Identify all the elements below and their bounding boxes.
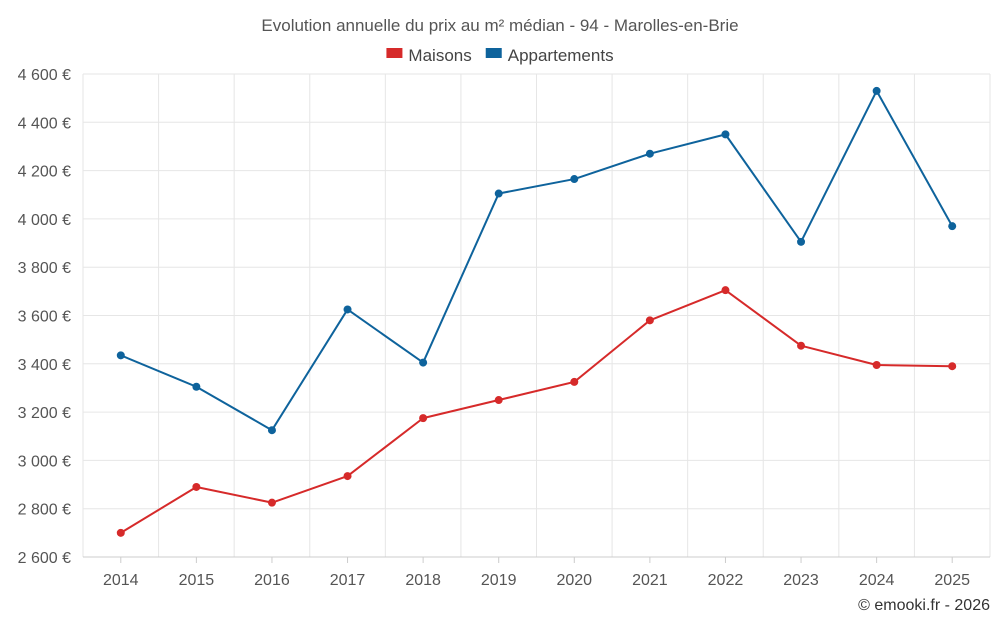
x-tick-label: 2021 (632, 572, 668, 589)
x-tick-label: 2023 (783, 572, 819, 589)
data-point-maisons (116, 528, 125, 537)
grid (82, 73, 991, 558)
data-point-appartements (721, 130, 730, 139)
data-point-maisons (192, 482, 201, 491)
data-point-maisons (948, 362, 957, 371)
data-point-appartements (494, 189, 503, 198)
y-tick-label: 3 200 € (18, 405, 71, 422)
x-tick-label: 2015 (179, 572, 215, 589)
y-tick-label: 2 600 € (18, 550, 71, 567)
y-tick-label: 2 800 € (18, 502, 71, 519)
data-point-appartements (570, 175, 579, 184)
legend-item-maisons[interactable]: Maisons (386, 46, 472, 65)
data-point-maisons (494, 396, 503, 405)
data-point-appartements (343, 305, 352, 314)
legend-item-appartements[interactable]: Appartements (485, 46, 614, 65)
data-point-maisons (343, 472, 352, 481)
data-point-maisons (872, 361, 881, 370)
data-point-appartements (948, 222, 957, 231)
y-tick-label: 4 000 € (18, 212, 71, 229)
credit-label: © emooki.fr - 2026 (858, 597, 990, 614)
data-point-maisons (267, 498, 276, 507)
series-layer (116, 86, 957, 537)
x-tick-label: 2016 (254, 572, 290, 589)
y-tick-label: 3 800 € (18, 260, 71, 277)
data-point-maisons (419, 414, 428, 423)
data-point-appartements (645, 149, 654, 158)
y-tick-label: 3 000 € (18, 453, 71, 470)
x-tick-label: 2024 (859, 572, 895, 589)
data-point-appartements (872, 86, 881, 95)
data-point-maisons (645, 316, 654, 325)
x-tick-label: 2019 (481, 572, 517, 589)
y-tick-label: 3 400 € (18, 357, 71, 374)
legend-swatch (386, 48, 403, 58)
data-point-appartements (116, 351, 125, 360)
y-tick-label: 3 600 € (18, 309, 71, 326)
data-point-appartements (192, 382, 201, 391)
data-point-maisons (797, 341, 806, 350)
data-point-maisons (721, 286, 730, 295)
x-tick-label: 2020 (556, 572, 592, 589)
y-tick-label: 4 400 € (18, 115, 71, 132)
series-line-appartements (120, 89, 954, 432)
data-point-appartements (797, 237, 806, 246)
legend: Maisons Appartements (386, 46, 614, 65)
chart-title: Evolution annuelle du prix au m² médian … (261, 16, 738, 35)
legend-label: Maisons (408, 46, 471, 65)
y-tick-label: 4 600 € (18, 67, 71, 84)
x-tick-label: 2025 (934, 572, 970, 589)
legend-label: Appartements (508, 46, 614, 65)
data-point-appartements (267, 426, 276, 435)
data-point-maisons (570, 377, 579, 386)
data-point-appartements (419, 358, 428, 367)
x-tick-label: 2022 (708, 572, 744, 589)
x-axis: 2014 2015 2016 2017 2018 2019 2020 2021 2022 2023… (83, 556, 990, 589)
y-tick-label: 4 200 € (18, 164, 71, 181)
x-tick-label: 2017 (330, 572, 366, 589)
x-tick-label: 2018 (405, 572, 441, 589)
series-line-maisons (120, 289, 953, 534)
y-axis: 2 600 € 2 800 € 3 000 € 3 200 € 3 400 € 3 600… (18, 67, 71, 567)
legend-swatch (485, 48, 502, 58)
x-tick-label: 2014 (103, 572, 139, 589)
